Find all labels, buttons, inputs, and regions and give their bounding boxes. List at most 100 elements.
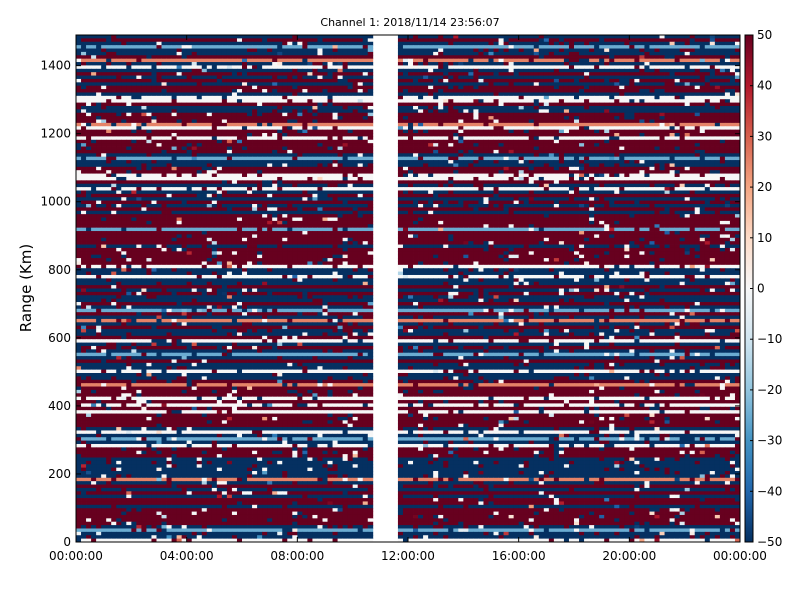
- heatmap-cell: [453, 35, 459, 39]
- heatmap-cell: [242, 72, 248, 76]
- heatmap-cell: [282, 153, 288, 158]
- heatmap-cell: [116, 68, 122, 73]
- heatmap-cell: [734, 139, 741, 144]
- heatmap-cell: [689, 58, 696, 63]
- heatmap-cell: [468, 65, 474, 70]
- heatmap-cell: [619, 129, 625, 134]
- heatmap-cell: [362, 99, 369, 103]
- heatmap-cell: [272, 41, 278, 46]
- heatmap-cell: [498, 139, 504, 144]
- heatmap-cell: [116, 48, 122, 53]
- heatmap-cell: [292, 82, 298, 87]
- heatmap-cell: [201, 166, 208, 171]
- heatmap-cell: [126, 105, 132, 110]
- heatmap-cell: [231, 41, 238, 46]
- heatmap-cell: [553, 156, 560, 161]
- heatmap-cell: [287, 48, 293, 53]
- heatmap-cell: [548, 156, 555, 161]
- heatmap-cell: [553, 99, 560, 103]
- heatmap-cell: [292, 119, 298, 124]
- heatmap-cell: [397, 65, 404, 70]
- heatmap-cell: [473, 146, 479, 151]
- heatmap-cell: [624, 163, 630, 168]
- heatmap-cell: [699, 85, 706, 90]
- heatmap-cell: [458, 95, 464, 100]
- heatmap-cell: [538, 62, 545, 66]
- heatmap-cell: [282, 75, 288, 80]
- heatmap-cell: [463, 139, 469, 144]
- heatmap-cell: [141, 136, 147, 141]
- heatmap-cell: [91, 82, 97, 87]
- heatmap-cell: [468, 122, 474, 127]
- heatmap-cell: [247, 85, 253, 90]
- heatmap-cell: [342, 92, 349, 97]
- heatmap-cell: [669, 136, 676, 141]
- heatmap-cell: [262, 85, 268, 90]
- heatmap-cell: [342, 129, 349, 134]
- heatmap-cell: [734, 58, 741, 63]
- heatmap-cell: [367, 38, 374, 43]
- heatmap-cell: [624, 48, 630, 53]
- heatmap-cell: [594, 139, 600, 144]
- heatmap-cell: [604, 85, 610, 90]
- heatmap-cell: [347, 133, 354, 137]
- heatmap-cell: [327, 116, 333, 120]
- heatmap-cell: [428, 153, 434, 158]
- heatmap-cell: [131, 78, 137, 83]
- heatmap-cell: [478, 129, 484, 134]
- heatmap-cell: [257, 160, 263, 164]
- heatmap-cell: [272, 82, 278, 87]
- heatmap-cell: [589, 51, 595, 56]
- heatmap-cell: [609, 143, 615, 147]
- heatmap-cell: [397, 92, 404, 97]
- heatmap-cell: [674, 102, 681, 107]
- heatmap-cell: [287, 51, 293, 56]
- heatmap-cell: [729, 112, 736, 117]
- heatmap-cell: [614, 133, 620, 137]
- heatmap-cell: [483, 149, 489, 154]
- heatmap-cell: [226, 45, 233, 49]
- heatmap-cell: [171, 95, 178, 100]
- heatmap-cell: [337, 99, 344, 103]
- heatmap-cell: [86, 109, 92, 114]
- heatmap-cell: [161, 133, 167, 137]
- heatmap-cell: [679, 146, 686, 151]
- heatmap-cell: [689, 35, 696, 39]
- heatmap-cell: [438, 85, 444, 90]
- heatmap-cell: [734, 109, 741, 114]
- heatmap-cell: [252, 82, 258, 87]
- heatmap-cell: [614, 99, 620, 103]
- heatmap-cell: [644, 102, 650, 107]
- heatmap-cell: [161, 78, 167, 83]
- heatmap-cell: [186, 143, 193, 147]
- heatmap-cell: [568, 139, 575, 144]
- heatmap-cell: [86, 126, 92, 131]
- heatmap-cell: [458, 92, 464, 97]
- heatmap-cell: [151, 156, 157, 161]
- heatmap-cell: [644, 41, 650, 46]
- heatmap-cell: [478, 51, 484, 56]
- heatmap-cell: [689, 133, 696, 137]
- heatmap-cell: [689, 126, 696, 131]
- heatmap-cell: [302, 116, 308, 120]
- heatmap-cell: [609, 99, 615, 103]
- heatmap-cell: [191, 109, 198, 114]
- heatmap-cell: [86, 51, 92, 56]
- heatmap-cell: [201, 85, 208, 90]
- heatmap-cell: [689, 143, 696, 147]
- heatmap-cell: [166, 51, 172, 56]
- heatmap-cell: [126, 78, 132, 83]
- heatmap-cell: [674, 126, 681, 131]
- heatmap-cell: [106, 51, 112, 56]
- heatmap-cell: [508, 35, 515, 39]
- heatmap-cell: [669, 129, 676, 134]
- heatmap-cell: [639, 116, 645, 120]
- heatmap-cell: [438, 41, 444, 46]
- heatmap-cell: [277, 41, 283, 46]
- heatmap-cell: [453, 38, 459, 43]
- heatmap-cell: [574, 75, 580, 80]
- heatmap-cell: [408, 92, 414, 97]
- heatmap-cell: [141, 163, 147, 168]
- heatmap-cell: [719, 62, 726, 66]
- heatmap-cell: [362, 72, 369, 76]
